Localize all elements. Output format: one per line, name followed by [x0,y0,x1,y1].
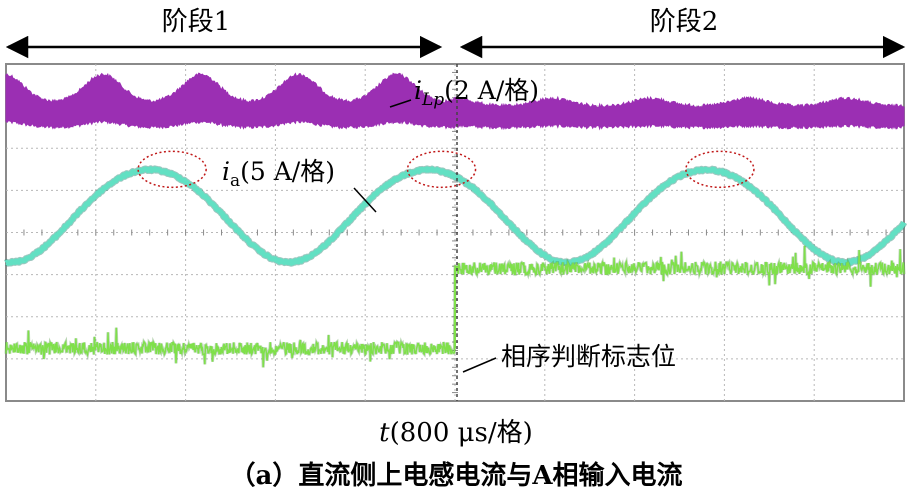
phase-sequence-flag-waveform [4,245,906,368]
peak-ellipse [685,150,755,189]
stage1-label: 阶段1 [162,7,231,37]
ia-label-sub: a [230,171,240,191]
ia-leader-line [353,187,377,213]
ia-label-var: i [222,157,230,186]
ilp-label-sub: Lp [421,90,444,110]
ilp-leader-line [389,99,412,108]
ilp-band [5,72,905,131]
time-axis-label: t(800 μs/格) [379,418,533,448]
time-axis-scale: (800 μs/格) [390,418,533,448]
ia-label: ia(5 A/格) [222,157,335,191]
peak-ellipse-group [137,150,755,189]
peak-ellipse [406,150,477,189]
flag-trace [5,245,905,368]
ilp-label-scale: (2 A/格) [444,76,539,105]
ilp-waveform [5,72,905,131]
ia-trace [4,166,907,266]
time-axis-var: t [379,418,390,448]
flag-label: 相序判断标志位 [501,342,676,371]
figure-caption: （a）直流侧上电感电流与A相输入电流 [229,460,682,491]
peak-ellipse [137,150,207,189]
stage2-label: 阶段2 [650,7,719,37]
ia-label-scale: (5 A/格) [240,157,335,186]
ia-waveform [3,165,908,267]
ilp-label-var: i [414,76,422,105]
flag-leader-line [462,357,497,373]
ilp-label: iLp(2 A/格) [414,76,539,110]
